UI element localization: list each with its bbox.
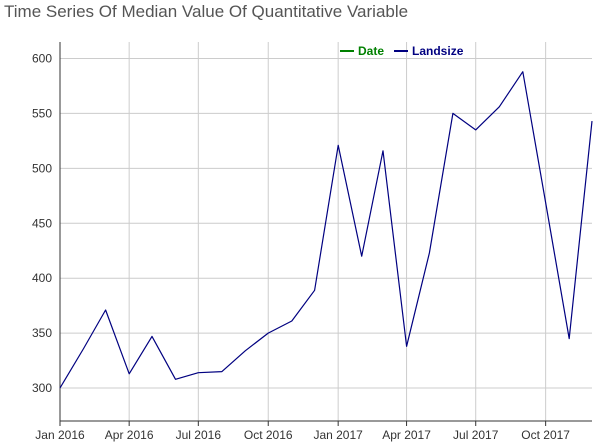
legend[interactable]: Date Landsize (340, 44, 464, 58)
y-tick-label: 400 (32, 271, 52, 285)
y-tick-labels: 300 350 400 450 500 550 600 (32, 51, 52, 395)
legend-label-date: Date (358, 44, 384, 58)
x-tick-label: Jul 2016 (176, 428, 222, 442)
series-lines (59, 71, 593, 389)
legend-label-landsize: Landsize (412, 44, 464, 58)
x-tick-label: Apr 2017 (382, 428, 431, 442)
x-tick-label: Jul 2017 (453, 428, 499, 442)
x-tick-label: Jan 2016 (35, 428, 85, 442)
y-tick-label: 300 (32, 381, 52, 395)
y-tick-label: 600 (32, 51, 52, 65)
x-tick-label: Oct 2017 (521, 428, 570, 442)
x-tick-label: Oct 2016 (244, 428, 293, 442)
y-tick-label: 350 (32, 326, 52, 340)
x-tick-label: Apr 2016 (105, 428, 154, 442)
y-tick-label: 450 (32, 216, 52, 230)
series-line-landsize (59, 71, 593, 389)
x-tick-labels: Jan 2016 Apr 2016 Jul 2016 Oct 2016 Jan 2017… (35, 428, 570, 442)
y-tick-label: 550 (32, 106, 52, 120)
axes (59, 42, 592, 426)
y-tick-label: 500 (32, 161, 52, 175)
x-tick-label: Jan 2017 (313, 428, 363, 442)
chart-title: Time Series Of Median Value Of Quantitat… (4, 2, 409, 21)
grid-lines (59, 42, 592, 421)
